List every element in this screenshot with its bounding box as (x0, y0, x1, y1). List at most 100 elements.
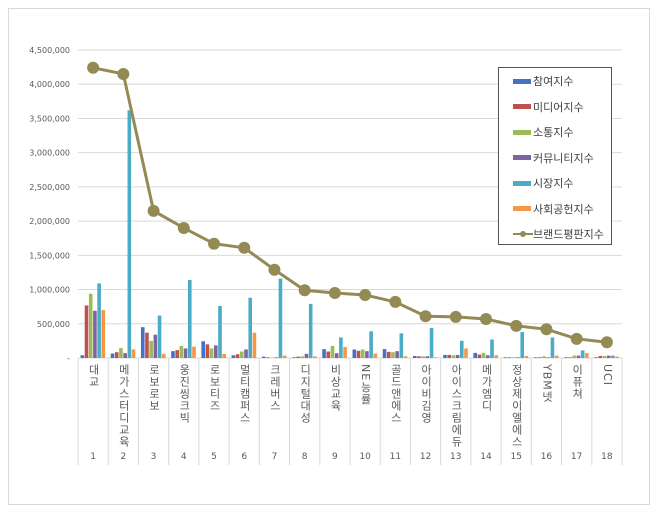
bar-0-8 (322, 349, 326, 358)
bar-0-7 (292, 357, 296, 358)
y-tick-label: - (67, 354, 70, 363)
rank-label: 2 (120, 452, 127, 462)
bar-1-2 (145, 332, 149, 358)
bar-0-15 (533, 357, 538, 358)
bar-5-0 (101, 310, 106, 358)
bar-2-4 (209, 348, 214, 358)
rank-label: 14 (480, 452, 492, 462)
category-label: 아이스크림에듀 (449, 364, 463, 448)
legend-item: 소통지수 (513, 124, 573, 140)
line-point-3 (177, 221, 190, 234)
rank-label: 17 (570, 452, 583, 462)
bar-3-14 (516, 357, 520, 358)
legend-label: 브랜드평판지수 (533, 228, 604, 241)
bar-1-9 (356, 350, 361, 358)
category-label: 비상교육 (328, 364, 342, 412)
legend-swatch-icon (513, 180, 531, 186)
rank-label: 18 (601, 452, 613, 462)
bar-0-3 (171, 351, 175, 358)
bar-4-8 (339, 337, 343, 358)
bar-4-1 (127, 110, 132, 358)
line-point-5 (238, 241, 251, 254)
bar-3-7 (304, 353, 309, 358)
bar-5-8 (343, 347, 347, 358)
bar-4-10 (399, 333, 404, 358)
legend-item: 브랜드평판지수 (513, 226, 604, 242)
y-tick-label: 3,000,000 (29, 149, 70, 158)
legend-label: 사회공헌지수 (533, 202, 594, 216)
bar-0-6 (261, 356, 266, 358)
bar-4-3 (187, 279, 192, 358)
bar-5-12 (464, 348, 468, 358)
line-point-7 (298, 284, 311, 297)
bar-2-13 (481, 352, 486, 358)
rank-label: 7 (271, 452, 278, 462)
bar-1-11 (417, 356, 421, 358)
y-tick-label: 500,000 (37, 320, 70, 329)
bar-3-17 (606, 355, 611, 358)
line-point-16 (570, 332, 583, 345)
category-label: 대교 (87, 364, 101, 388)
bar-5-7 (313, 356, 317, 358)
legend-swatch-icon (513, 104, 531, 109)
category-label: 정상제이엘에스 (510, 364, 524, 448)
y-tick-label: 4,500,000 (29, 46, 70, 55)
legend-label: 커뮤니티지수 (533, 151, 594, 165)
category-label: 메가스터디교육 (117, 364, 131, 448)
bar-2-16 (572, 355, 577, 358)
category-label: 웅진씽크빅 (177, 364, 191, 424)
bar-3-13 (486, 355, 490, 358)
bar-5-15 (554, 355, 559, 358)
bar-3-15 (546, 357, 551, 358)
line-point-12 (449, 310, 462, 323)
bar-3-10 (395, 351, 399, 358)
bar-4-13 (490, 339, 494, 358)
category-label: 멀티캠퍼스 (238, 364, 252, 424)
legend-item: 시장지수 (513, 175, 573, 191)
bar-4-6 (278, 278, 283, 358)
legend-item: 참여지수 (513, 73, 573, 89)
bar-0-1 (110, 353, 115, 358)
bar-0-9 (352, 349, 357, 358)
bar-2-11 (421, 356, 425, 358)
bar-0-12 (443, 354, 447, 358)
line-point-4 (208, 237, 220, 250)
legend-swatch-icon (513, 155, 531, 160)
bar-2-3 (179, 346, 184, 358)
bar-1-17 (598, 355, 603, 358)
bar-1-14 (507, 357, 512, 358)
category-label: 디지털대성 (298, 364, 312, 424)
bar-1-5 (235, 354, 240, 358)
category-label: 메가엠디 (480, 364, 493, 412)
bar-1-8 (326, 351, 331, 358)
category-label: 크레버스 (268, 364, 282, 412)
bar-0-14 (503, 357, 508, 358)
bar-1-16 (568, 357, 572, 358)
line-point-11 (419, 310, 432, 323)
legend-label: 소통지수 (533, 126, 574, 139)
bar-0-11 (412, 355, 417, 358)
category-label: NE능률 (359, 364, 373, 406)
line-point-6 (268, 263, 281, 276)
bar-4-15 (550, 337, 555, 358)
category-label: 로보로보 (147, 364, 161, 412)
bar-4-0 (97, 283, 101, 358)
legend-line-marker-icon (513, 228, 533, 240)
legend-swatch-icon (513, 129, 531, 135)
bar-3-16 (576, 355, 581, 358)
bar-5-1 (131, 349, 136, 358)
bar-5-16 (585, 353, 589, 358)
category-label: 로보티즈 (208, 364, 221, 412)
bar-5-2 (161, 353, 166, 358)
bar-1-7 (296, 356, 300, 358)
bar-4-14 (520, 331, 525, 358)
line-point-8 (328, 286, 341, 299)
bar-1-12 (447, 354, 451, 358)
bar-3-2 (153, 334, 158, 358)
bar-2-15 (542, 356, 546, 358)
rank-label: 10 (359, 452, 371, 462)
bar-0-13 (473, 352, 477, 358)
line-point-9 (359, 289, 372, 302)
bar-0-16 (564, 357, 568, 358)
